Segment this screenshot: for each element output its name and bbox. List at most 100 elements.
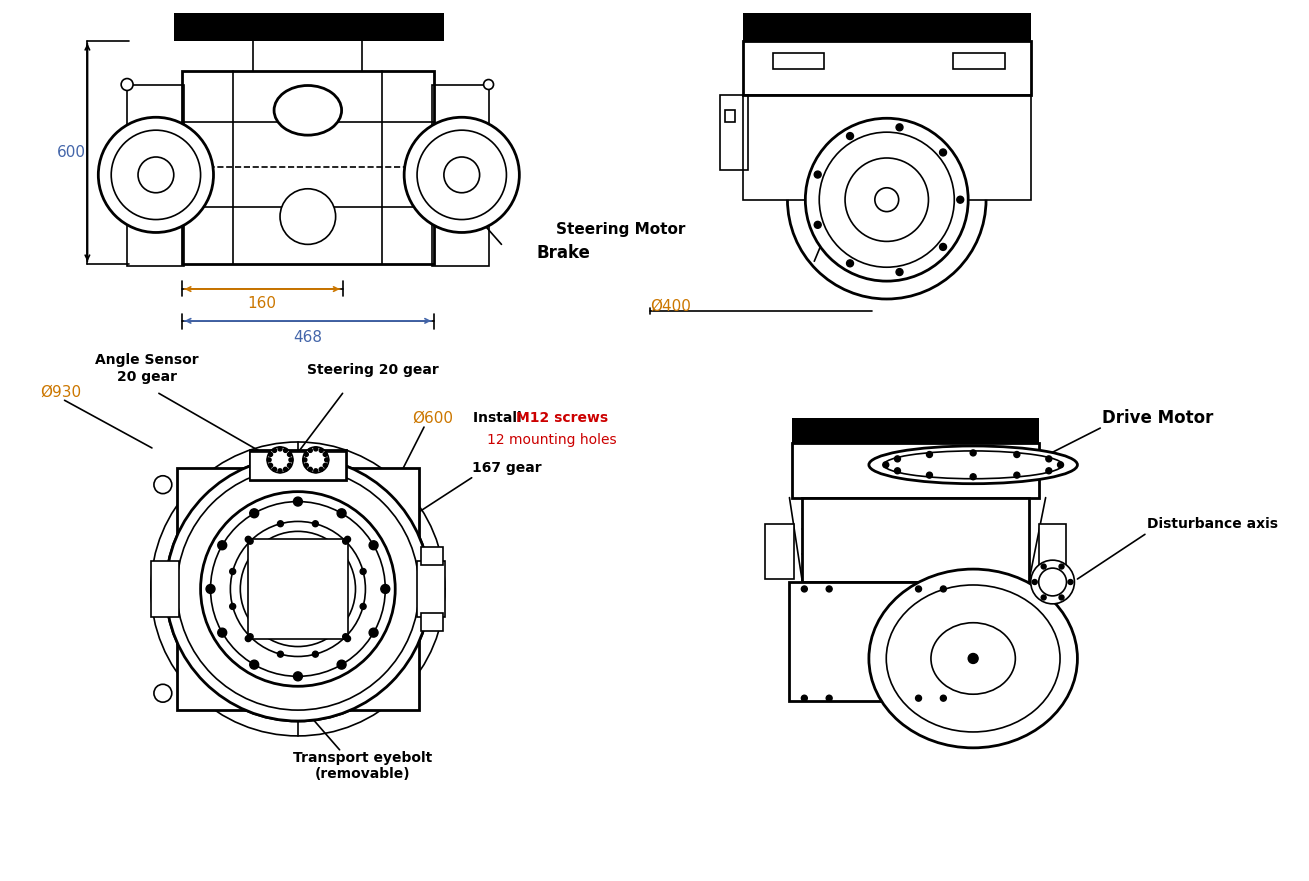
Circle shape (801, 586, 808, 592)
Circle shape (319, 467, 323, 471)
Circle shape (267, 447, 293, 473)
Bar (792, 418, 1038, 443)
Circle shape (247, 538, 253, 544)
Circle shape (272, 467, 276, 471)
Circle shape (200, 492, 395, 686)
Circle shape (1041, 564, 1046, 569)
Circle shape (338, 509, 346, 518)
Circle shape (483, 79, 493, 90)
Circle shape (1033, 580, 1037, 584)
Circle shape (245, 537, 251, 543)
Circle shape (338, 660, 346, 669)
Circle shape (160, 482, 166, 488)
Text: Ø930: Ø930 (39, 385, 81, 400)
Circle shape (1038, 568, 1067, 596)
Circle shape (241, 531, 356, 647)
Circle shape (111, 130, 200, 219)
Text: 600: 600 (58, 144, 86, 159)
Circle shape (272, 448, 276, 452)
Circle shape (404, 117, 520, 233)
Circle shape (267, 458, 271, 462)
Circle shape (814, 221, 821, 228)
Circle shape (278, 469, 281, 473)
Circle shape (309, 467, 313, 471)
Bar (177, 468, 419, 710)
Bar (742, 95, 1030, 200)
Circle shape (200, 492, 395, 686)
Circle shape (289, 458, 293, 462)
Circle shape (846, 158, 928, 241)
Circle shape (344, 537, 351, 543)
Circle shape (1030, 560, 1075, 603)
Circle shape (211, 501, 385, 677)
Bar (725, 110, 734, 122)
Circle shape (154, 685, 171, 702)
Circle shape (160, 690, 166, 696)
Circle shape (323, 463, 327, 467)
Bar (742, 13, 1030, 41)
Circle shape (969, 654, 978, 663)
Circle shape (927, 472, 932, 478)
Circle shape (369, 628, 378, 637)
Circle shape (229, 603, 236, 610)
Circle shape (343, 633, 348, 640)
Circle shape (940, 586, 946, 592)
Circle shape (1059, 564, 1064, 569)
Circle shape (278, 447, 281, 451)
Text: Brake: Brake (537, 244, 590, 263)
Circle shape (418, 130, 507, 219)
Circle shape (230, 522, 365, 656)
Circle shape (288, 453, 292, 456)
Bar (764, 524, 795, 579)
Ellipse shape (274, 85, 342, 135)
Bar (802, 498, 1029, 582)
Circle shape (302, 458, 306, 462)
Circle shape (1058, 462, 1063, 468)
Circle shape (940, 243, 946, 250)
Circle shape (313, 651, 318, 657)
Circle shape (245, 635, 251, 641)
Circle shape (1068, 580, 1073, 584)
Circle shape (915, 695, 922, 701)
Bar (742, 41, 1030, 95)
Ellipse shape (931, 623, 1016, 694)
Circle shape (288, 463, 292, 467)
Text: Disturbance axis: Disturbance axis (1147, 517, 1278, 531)
Circle shape (1049, 578, 1056, 586)
Circle shape (284, 448, 288, 452)
Circle shape (486, 82, 491, 87)
Circle shape (1046, 468, 1052, 474)
Text: Brake: Brake (829, 233, 884, 250)
Circle shape (894, 468, 901, 474)
Text: Transport eyebolt
(removable): Transport eyebolt (removable) (293, 751, 432, 781)
Circle shape (801, 695, 808, 701)
Text: Drive Motor: Drive Motor (1102, 409, 1213, 427)
Circle shape (304, 453, 309, 456)
Circle shape (819, 132, 954, 267)
Circle shape (1059, 595, 1064, 600)
Ellipse shape (884, 451, 1063, 478)
Circle shape (381, 584, 390, 594)
Bar (418, 561, 445, 617)
Circle shape (970, 474, 977, 480)
Bar (1038, 524, 1067, 582)
Circle shape (241, 531, 356, 647)
Circle shape (309, 448, 313, 452)
Circle shape (847, 260, 853, 267)
Text: 167 gear: 167 gear (471, 461, 542, 475)
Circle shape (206, 584, 215, 594)
Circle shape (323, 453, 327, 456)
Circle shape (319, 448, 323, 452)
Bar (421, 613, 442, 631)
Text: 160: 160 (247, 297, 276, 312)
Circle shape (1046, 455, 1052, 462)
Circle shape (874, 188, 899, 211)
Circle shape (444, 157, 479, 193)
Circle shape (211, 501, 385, 677)
Bar (421, 547, 442, 565)
Circle shape (177, 468, 419, 710)
Circle shape (826, 695, 833, 701)
Circle shape (278, 521, 284, 527)
Bar (789, 582, 1046, 701)
Circle shape (217, 628, 226, 637)
